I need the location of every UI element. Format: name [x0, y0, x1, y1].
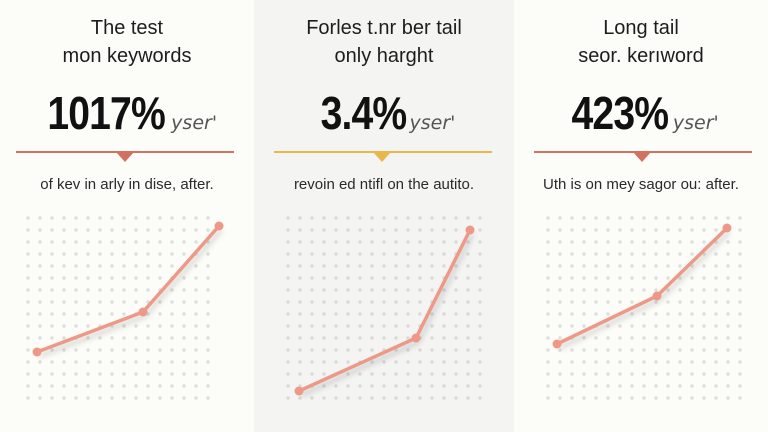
notch-marker-icon: [116, 152, 134, 162]
panel-title: Long tail seor. kerıword: [514, 14, 768, 70]
metric-unit: yser': [171, 112, 218, 134]
dot-grid-background: [22, 212, 218, 408]
data-point: [465, 225, 475, 235]
data-point: [652, 291, 662, 301]
title-line-2: only harght: [334, 45, 434, 67]
metric-unit: yser': [409, 112, 456, 134]
data-point: [552, 339, 562, 349]
notch-marker-icon: [373, 152, 391, 162]
data-point: [294, 386, 304, 396]
panel-caption: of kev in arly in dise, after.: [40, 176, 214, 193]
panel-head-terms: The test mon keywords 1017% yser' of kev …: [0, 0, 254, 432]
metric-value: 3.4%: [320, 87, 407, 139]
panel-caption: Uth is on mey sagor ou: after.: [543, 176, 739, 193]
data-point: [722, 223, 732, 233]
line-chart: [552, 223, 732, 349]
data-point: [32, 347, 42, 357]
title-line-2: mon keywords: [62, 45, 192, 67]
title-line-1: Forles t.nr ber tail: [306, 17, 462, 39]
metric: 3.4% yser': [254, 86, 514, 140]
metric: 423% yser': [514, 86, 768, 140]
notch-marker-icon: [633, 152, 651, 162]
data-point: [138, 307, 148, 317]
metric-unit: yser': [672, 112, 719, 134]
title-line-1: The test: [90, 17, 164, 39]
data-point: [214, 221, 224, 231]
metric-value: 1017%: [47, 87, 165, 139]
metric: 1017% yser': [0, 86, 254, 140]
title-line-1: Long tail: [603, 17, 679, 39]
panel-long-tail: Long tail seor. kerıword 423% yser' Uth i…: [514, 0, 768, 432]
line-chart: [294, 225, 475, 396]
line-chart: [32, 221, 224, 357]
dot-grid-background: [282, 212, 484, 408]
metric-value: 423%: [571, 87, 669, 139]
title-line-2: seor. kerıword: [578, 45, 704, 67]
panel-title: The test mon keywords: [0, 14, 254, 70]
panel-mid-tail: Forles t.nr ber tail only harght 3.4% yse…: [254, 0, 514, 432]
data-point: [411, 333, 421, 343]
panel-caption: revoin ed ntifl on the autito.: [293, 176, 475, 193]
panel-title: Forles t.nr ber tail only harght: [254, 14, 514, 70]
